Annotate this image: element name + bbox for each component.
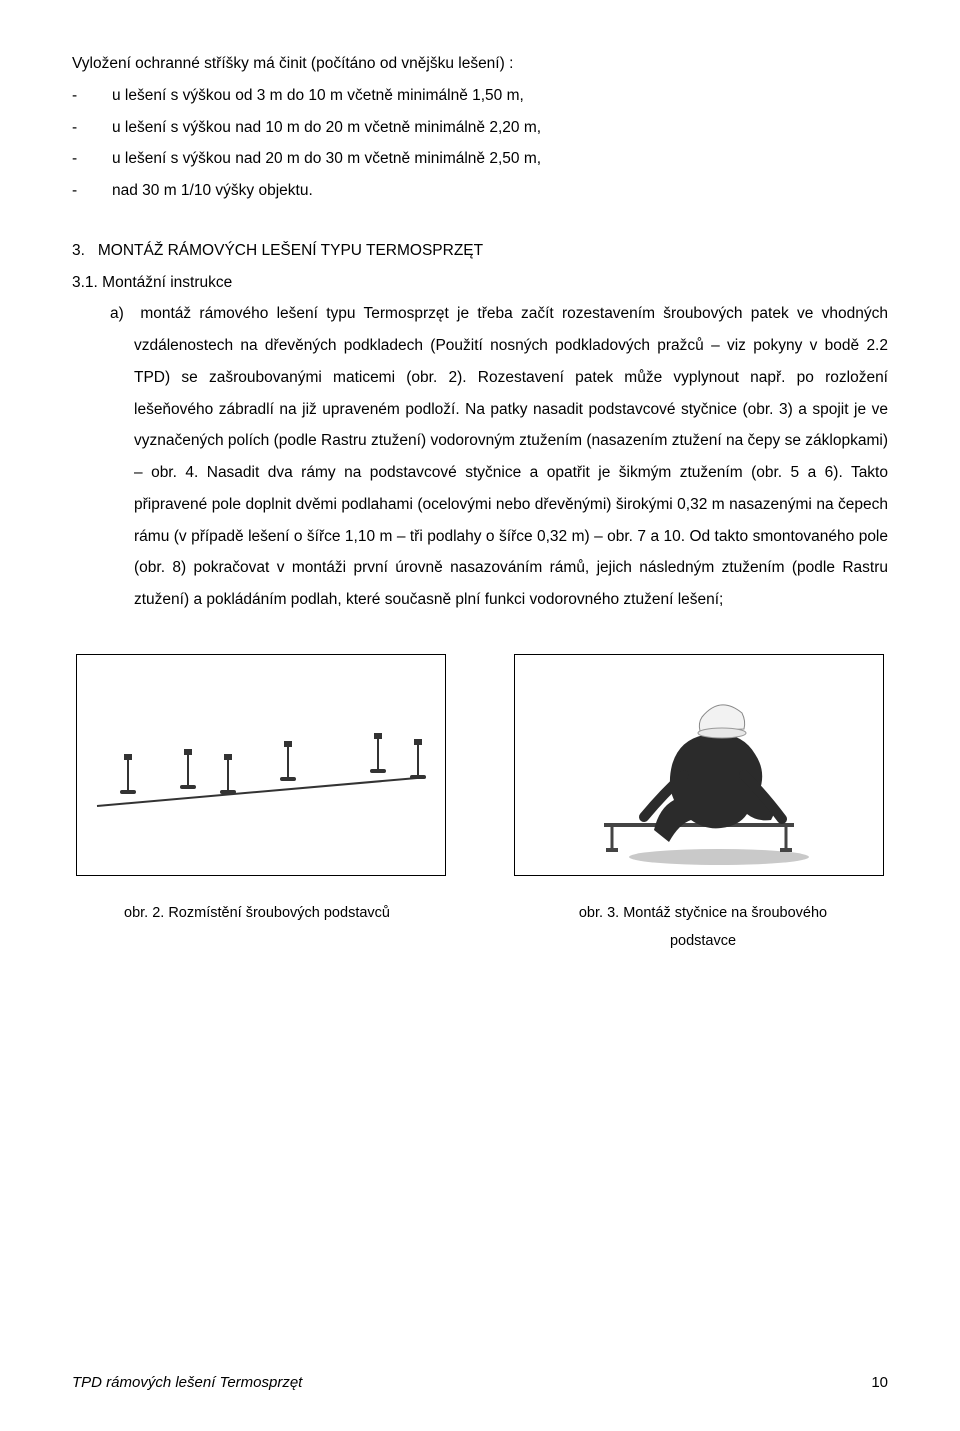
figure-2-caption: obr. 2. Rozmístění šroubových podstavců: [72, 900, 442, 955]
subsection-number: 3.1.: [72, 274, 98, 291]
figure-captions: obr. 2. Rozmístění šroubových podstavců …: [72, 900, 888, 955]
section-number: 3.: [72, 242, 85, 259]
bullet-text: nad 30 m 1/10 výšky objektu.: [112, 182, 313, 199]
figure-2: [76, 654, 446, 876]
bullet-text: u lešení s výškou nad 10 m do 20 m včetn…: [112, 119, 541, 136]
worker-illustration: [584, 665, 814, 865]
section-heading: 3. MONTÁŽ RÁMOVÝCH LEŠENÍ TYPU TERMOSPRZ…: [72, 235, 888, 267]
bullet-item: -u lešení s výškou nad 10 m do 20 m včet…: [72, 112, 888, 144]
bullet-item: -u lešení s výškou od 3 m do 10 m včetně…: [72, 80, 888, 112]
page-footer: TPD rámových lešení Termosprzęt 10: [72, 1374, 888, 1391]
bullet-text: u lešení s výškou od 3 m do 10 m včetně …: [112, 87, 524, 104]
subsection-title: Montážní instrukce: [102, 274, 232, 291]
figures-row: [72, 654, 888, 876]
bullet-item: -nad 30 m 1/10 výšky objektu.: [72, 175, 888, 207]
figure-3-image: [514, 654, 884, 876]
intro-text: Vyložení ochranné stříšky má činit (počí…: [72, 48, 888, 80]
item-label: a): [110, 305, 124, 322]
caption-line-1: obr. 3. Montáž styčnice na šroubového: [518, 900, 888, 928]
list-item-a: a) montáž rámového lešení typu Termosprz…: [72, 298, 888, 616]
bullet-item: -u lešení s výškou nad 20 m do 30 m včet…: [72, 143, 888, 175]
subsection-heading: 3.1. Montážní instrukce: [72, 267, 888, 299]
figure-3-caption: obr. 3. Montáž styčnice na šroubového po…: [518, 900, 888, 955]
footer-page-number: 10: [871, 1374, 888, 1391]
footer-title: TPD rámových lešení Termosprzęt: [72, 1374, 302, 1391]
figure-3: [514, 654, 884, 876]
figure-2-image: [76, 654, 446, 876]
bullet-text: u lešení s výškou nad 20 m do 30 m včetn…: [112, 150, 541, 167]
caption-line-2: podstavce: [518, 928, 888, 956]
section-title: MONTÁŽ RÁMOVÝCH LEŠENÍ TYPU TERMOSPRZĘT: [98, 242, 483, 259]
item-body: montáž rámového lešení typu Termosprzęt …: [134, 305, 888, 608]
